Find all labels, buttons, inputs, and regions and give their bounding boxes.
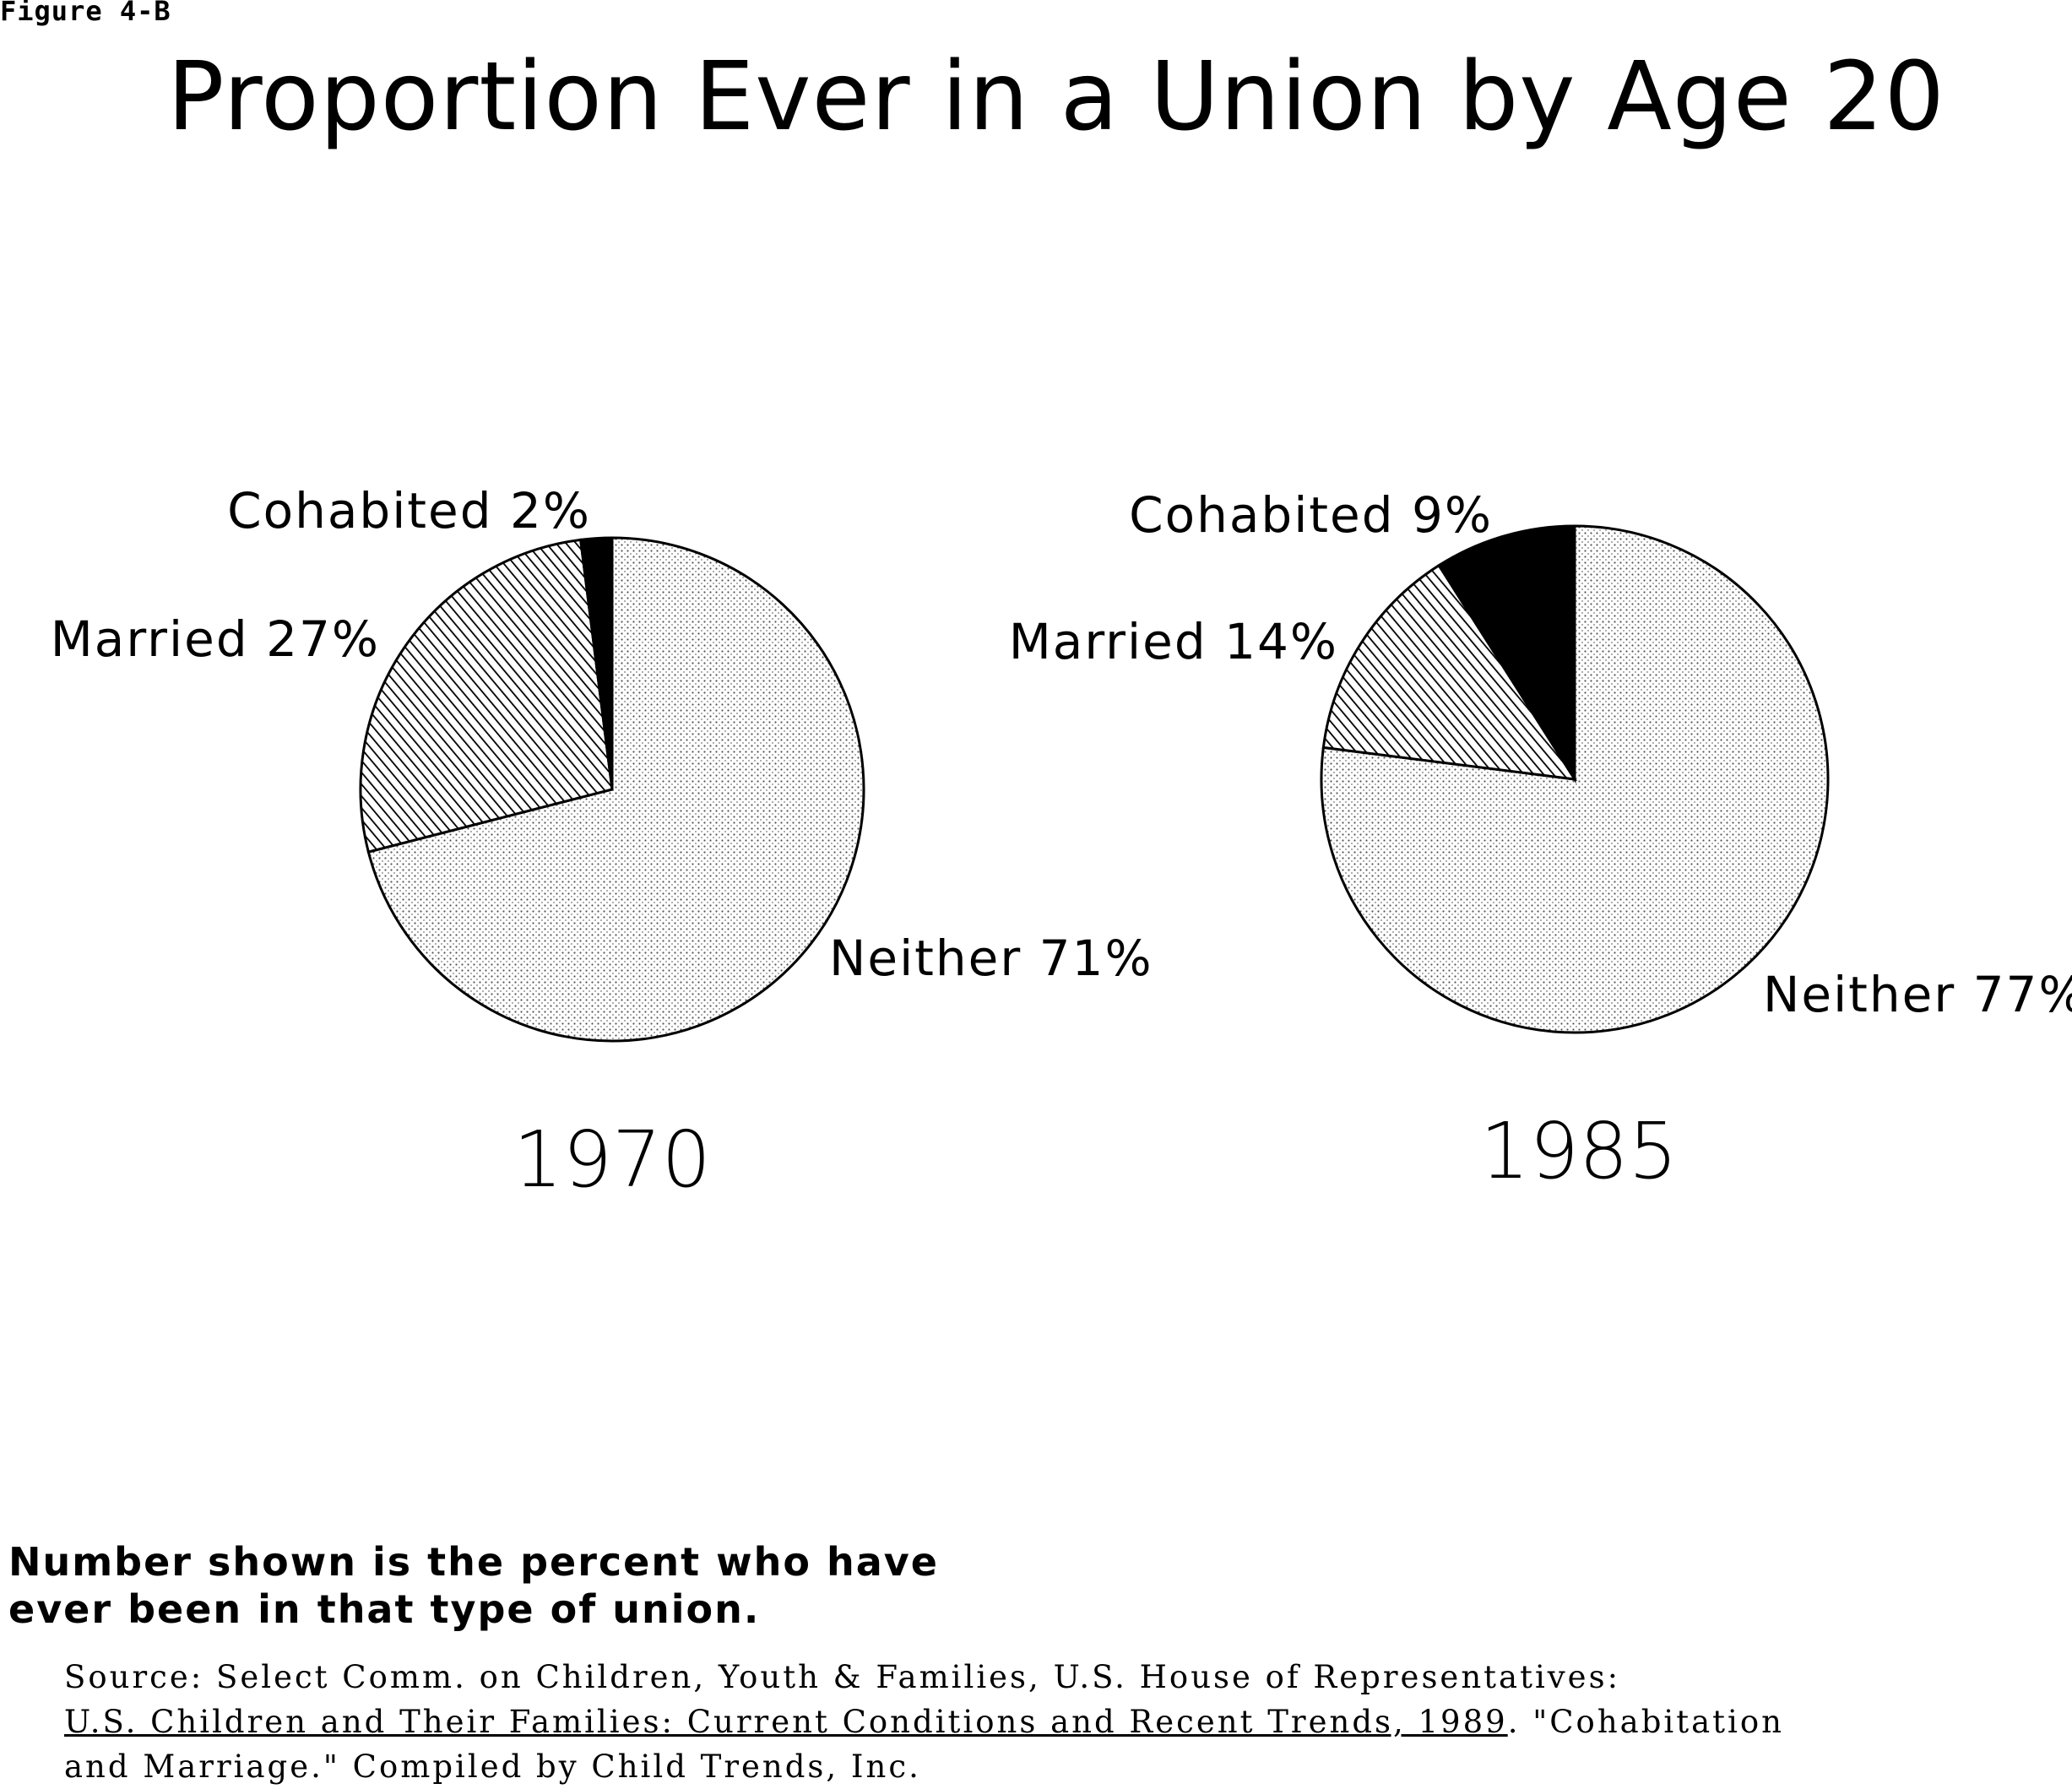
source-citation: Source: Select Comm. on Children, Youth …: [64, 1655, 1784, 1789]
pie-1985-year-label: 1985: [1480, 1106, 1678, 1196]
source-title: U.S. Children and Their Families: Curren…: [64, 1704, 1508, 1740]
chart-title: Proportion Ever in a Union by Age 20: [167, 42, 1945, 152]
explanatory-note: Number shown is the percent who have eve…: [8, 1538, 939, 1633]
source-line-3: and Marriage." Compiled by Child Trends,…: [64, 1748, 921, 1785]
pie-1970-slice-married: [359, 538, 614, 854]
figure-label: Figure 4-B: [0, 0, 171, 27]
source-line-2-rest: . "Cohabitation: [1507, 1704, 1784, 1740]
source-line-1: Source: Select Comm. on Children, Youth …: [64, 1659, 1621, 1695]
pie-1985-slice-married: [1321, 563, 1577, 781]
pie-1970-slice-neither: [366, 536, 865, 1043]
pie-1970-label-married: Married 27%: [51, 610, 380, 668]
pie-1985-label-married: Married 14%: [1009, 613, 1338, 670]
pie-1985-slice-cohabited: [1437, 524, 1576, 784]
pie-1970-label-neither: Neither 71%: [829, 930, 1153, 987]
note-line-2: ever been in that type of union.: [8, 1586, 761, 1632]
pie-1970-slice-cohabited: [578, 536, 614, 790]
pie-1970-year-label: 1970: [513, 1114, 711, 1205]
pie-1985-label-neither: Neither 77%: [1763, 966, 2072, 1023]
note-line-1: Number shown is the percent who have: [8, 1539, 939, 1585]
pie-1985-label-cohabited: Cohabited 9%: [1129, 486, 1493, 544]
pie-1970-label-cohabited: Cohabited 2%: [227, 482, 591, 539]
pie-charts: Neither 71% Married 27% Cohabited 2% 1970 Ne…: [51, 482, 2072, 1205]
source-line-2: U.S. Children and Their Families: Curren…: [64, 1700, 1784, 1744]
